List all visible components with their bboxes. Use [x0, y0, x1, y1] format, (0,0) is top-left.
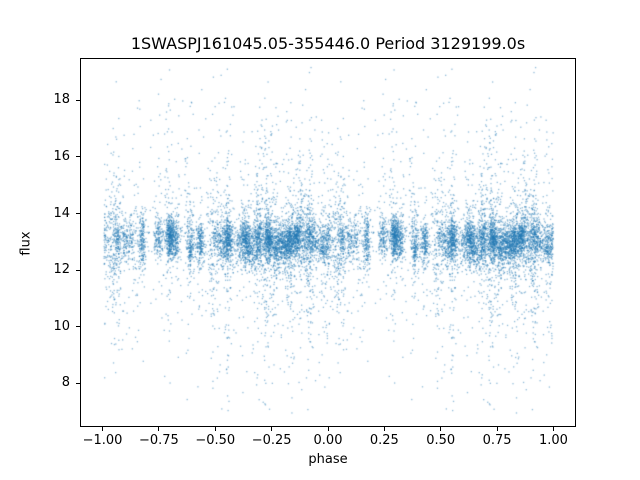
x-tick-mark — [496, 427, 498, 431]
y-tick-mark — [76, 213, 80, 215]
x-tick-label: 1.00 — [538, 433, 568, 448]
y-tick-label: 8 — [61, 375, 70, 391]
x-tick-label: −0.75 — [138, 433, 179, 448]
y-tick-mark — [76, 326, 80, 328]
y-tick-label: 14 — [53, 205, 70, 221]
y-tick-label: 18 — [53, 92, 70, 108]
x-tick-label: −0.25 — [251, 433, 292, 448]
x-tick-mark — [327, 427, 329, 431]
x-tick-label: −0.50 — [195, 433, 236, 448]
x-tick-label: 0.50 — [426, 433, 456, 448]
y-tick-mark — [76, 269, 80, 271]
chart-title: 1SWASPJ161045.05-355446.0 Period 3129199… — [130, 34, 526, 53]
y-tick-mark — [76, 382, 80, 384]
x-tick-mark — [552, 427, 554, 431]
y-tick-label: 12 — [53, 262, 70, 278]
x-tick-mark — [440, 427, 442, 431]
x-tick-mark — [271, 427, 273, 431]
x-tick-mark — [214, 427, 216, 431]
x-tick-label: 0.25 — [369, 433, 399, 448]
x-tick-mark — [102, 427, 104, 431]
x-tick-mark — [158, 427, 160, 431]
x-tick-mark — [383, 427, 385, 431]
x-tick-label: −1.00 — [82, 433, 123, 448]
y-tick-mark — [76, 99, 80, 101]
y-tick-label: 10 — [53, 318, 70, 334]
x-axis-label: phase — [308, 452, 348, 467]
y-tick-label: 16 — [53, 148, 70, 164]
x-tick-label: 0.00 — [313, 433, 343, 448]
x-tick-label: 0.75 — [482, 433, 512, 448]
scatter-points-canvas — [81, 59, 575, 426]
y-tick-mark — [76, 156, 80, 158]
plot-area — [80, 58, 576, 427]
